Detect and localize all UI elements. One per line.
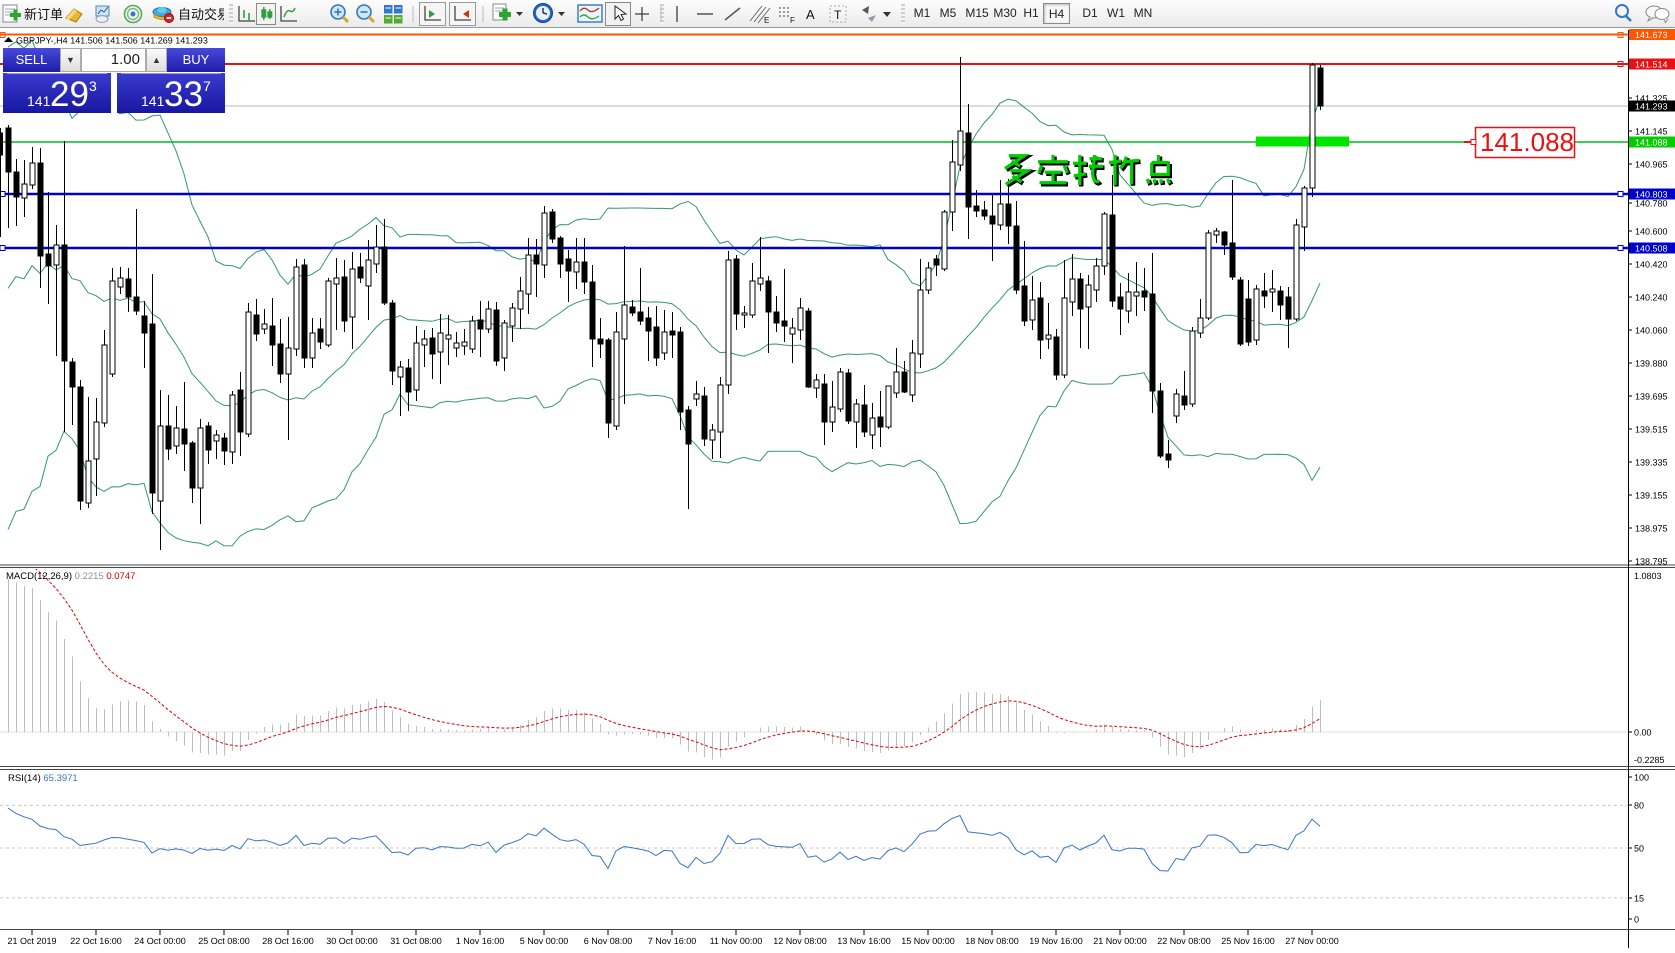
svg-text:21 Nov 00:00: 21 Nov 00:00 [1093,936,1147,946]
svg-text:140.060: 140.060 [1635,326,1668,336]
svg-text:141.088: 141.088 [1480,127,1574,157]
svg-text:F: F [790,16,795,25]
svg-text:MACD(12,26,9) 0.2215 0.0747: MACD(12,26,9) 0.2215 0.0747 [6,571,135,582]
svg-text:15: 15 [1634,894,1644,904]
svg-text:139.880: 139.880 [1635,359,1668,369]
svg-text:50: 50 [1634,844,1644,854]
svg-text:139.335: 139.335 [1635,458,1668,468]
svg-text:140.965: 140.965 [1635,160,1668,170]
svg-text:80: 80 [1634,801,1644,811]
svg-text:7 Nov 16:00: 7 Nov 16:00 [648,936,697,946]
svg-text:T: T [834,8,842,22]
svg-text:28 Oct 16:00: 28 Oct 16:00 [262,936,314,946]
svg-text:25 Oct 08:00: 25 Oct 08:00 [198,936,250,946]
svg-text:E: E [764,16,769,25]
svg-text:30 Oct 00:00: 30 Oct 00:00 [326,936,378,946]
svg-text:-0.2285: -0.2285 [1634,755,1665,765]
svg-text:22 Oct 16:00: 22 Oct 16:00 [70,936,122,946]
svg-text:138.975: 138.975 [1635,524,1668,534]
svg-text:RSI(14) 65.3971: RSI(14) 65.3971 [8,773,78,784]
svg-text:140.803: 140.803 [1635,190,1668,200]
svg-text:140.780: 140.780 [1635,199,1668,209]
svg-text:12 Nov 08:00: 12 Nov 08:00 [773,936,827,946]
svg-text:15 Nov 00:00: 15 Nov 00:00 [901,936,955,946]
svg-text:GBPJPY-,H4 141.506 141.506 14: GBPJPY-,H4 141.506 141.506 141.269 141.2… [16,36,208,46]
svg-text:139.695: 139.695 [1635,392,1668,402]
svg-text:5 Nov 00:00: 5 Nov 00:00 [520,936,569,946]
svg-text:141.514: 141.514 [1635,60,1668,70]
svg-text:0: 0 [1634,915,1639,925]
svg-text:18 Nov 08:00: 18 Nov 08:00 [965,936,1019,946]
svg-text:100: 100 [1634,773,1649,783]
svg-text:139.155: 139.155 [1635,491,1668,501]
svg-text:19 Nov 16:00: 19 Nov 16:00 [1029,936,1083,946]
svg-text:新订单: 新订单 [24,7,63,22]
svg-text:自动交易: 自动交易 [178,7,224,22]
svg-text:141.293: 141.293 [1635,102,1668,112]
svg-text:11 Nov 00:00: 11 Nov 00:00 [710,936,763,946]
svg-text:27 Nov 00:00: 27 Nov 00:00 [1285,936,1339,946]
svg-text:0.00: 0.00 [1634,728,1652,738]
svg-text:22 Nov 08:00: 22 Nov 08:00 [1157,936,1211,946]
svg-text:141.673: 141.673 [1635,30,1668,40]
svg-text:139.515: 139.515 [1635,425,1668,435]
svg-text:21 Oct 2019: 21 Oct 2019 [7,936,56,946]
svg-text:140.508: 140.508 [1635,244,1668,254]
svg-text:1.0803: 1.0803 [1634,571,1662,581]
svg-text:25 Nov 16:00: 25 Nov 16:00 [1221,936,1275,946]
svg-text:140.600: 140.600 [1635,227,1668,237]
svg-text:6 Nov 08:00: 6 Nov 08:00 [584,936,633,946]
svg-text:141.145: 141.145 [1635,127,1668,137]
svg-text:13 Nov 16:00: 13 Nov 16:00 [837,936,891,946]
svg-text:140.240: 140.240 [1635,293,1668,303]
svg-text:A: A [806,7,815,22]
svg-text:31 Oct 08:00: 31 Oct 08:00 [390,936,442,946]
svg-text:24 Oct 00:00: 24 Oct 00:00 [134,936,186,946]
svg-text:140.420: 140.420 [1635,260,1668,270]
svg-text:141.088: 141.088 [1635,138,1668,148]
svg-text:138.795: 138.795 [1635,557,1668,567]
svg-text:141.325: 141.325 [1635,94,1668,104]
svg-text:1 Nov 16:00: 1 Nov 16:00 [456,936,505,946]
